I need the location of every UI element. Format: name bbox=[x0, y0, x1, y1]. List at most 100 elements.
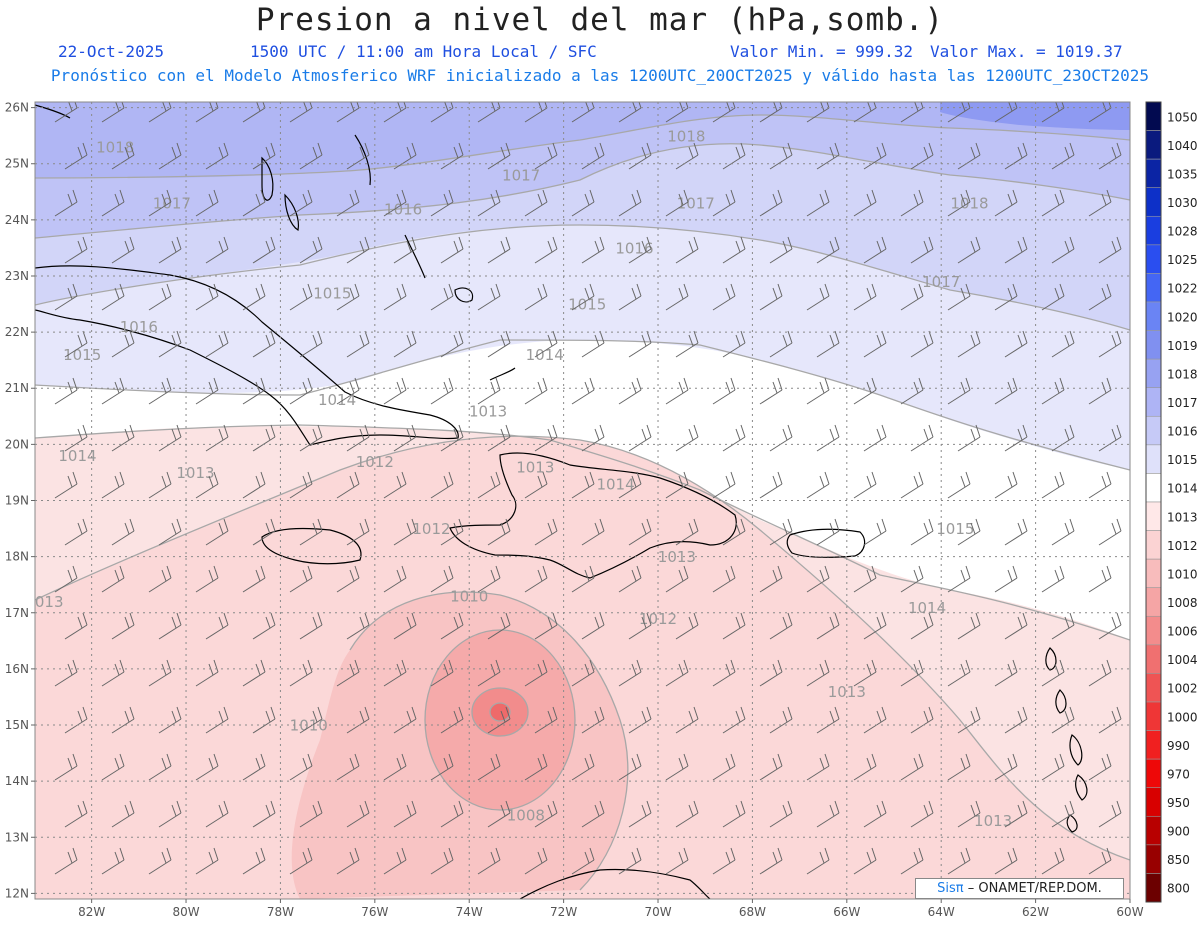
chart-title: Presion a nivel del mar (hPa,somb.) bbox=[255, 2, 945, 38]
wind-barb bbox=[571, 102, 595, 123]
wind-barb bbox=[299, 612, 323, 640]
wind-barb bbox=[910, 800, 934, 828]
wind-barb bbox=[336, 847, 360, 875]
wind-barb bbox=[863, 142, 887, 170]
wind-barb bbox=[242, 753, 266, 781]
lat-label: 26N bbox=[5, 101, 29, 115]
wind-barb bbox=[863, 612, 887, 640]
wind-barb bbox=[477, 659, 501, 687]
inagua bbox=[454, 287, 474, 303]
wind-barb bbox=[759, 659, 783, 687]
wind-barb bbox=[158, 706, 182, 734]
wind-barb bbox=[947, 659, 971, 687]
wind-barb bbox=[242, 565, 266, 593]
colorbar-label: 1030 bbox=[1167, 196, 1198, 210]
wind-barb bbox=[947, 102, 971, 123]
wind-barb bbox=[628, 612, 652, 640]
wind-barb bbox=[440, 518, 464, 546]
wind-barb bbox=[393, 142, 417, 170]
wind-barb bbox=[1041, 565, 1065, 593]
wind-barb bbox=[1088, 189, 1112, 217]
colorbar-label: 900 bbox=[1167, 825, 1190, 839]
wind-barb bbox=[1004, 518, 1028, 546]
wind-barb bbox=[1041, 753, 1065, 781]
wind-barb bbox=[1088, 847, 1112, 875]
wind-barb bbox=[675, 142, 699, 170]
colorbar-swatch bbox=[1145, 387, 1162, 417]
wind-barb bbox=[346, 800, 370, 828]
wind-barbs bbox=[54, 102, 1122, 875]
wind-barb bbox=[581, 518, 605, 546]
wind-barb bbox=[54, 847, 78, 875]
wind-barb bbox=[769, 330, 793, 358]
wind-barb bbox=[853, 102, 877, 123]
wind-barb bbox=[346, 706, 370, 734]
wind-barb bbox=[477, 377, 501, 405]
wind-barb bbox=[148, 847, 172, 875]
wind-barb bbox=[712, 753, 736, 781]
wind-barb bbox=[722, 706, 746, 734]
wind-barb bbox=[571, 189, 595, 217]
wind-barb bbox=[64, 142, 88, 170]
wind-barb bbox=[618, 471, 642, 499]
colorbar-swatch bbox=[1145, 273, 1162, 303]
colorbar-swatch bbox=[1145, 358, 1162, 389]
colorbar-label: 1040 bbox=[1167, 139, 1198, 153]
lat-label: 23N bbox=[5, 269, 29, 283]
wind-barb bbox=[900, 753, 924, 781]
wind-barb bbox=[910, 236, 934, 264]
wind-barb bbox=[336, 753, 360, 781]
wind-barb bbox=[242, 847, 266, 875]
wind-barb bbox=[101, 753, 125, 781]
min-value: Valor Min. = 999.32 bbox=[730, 42, 914, 61]
wind-barb bbox=[816, 706, 840, 734]
wind-barb bbox=[101, 471, 125, 499]
isobar-label: 1012 bbox=[356, 453, 394, 471]
wind-barb bbox=[947, 189, 971, 217]
wind-barb bbox=[712, 377, 736, 405]
wind-barb bbox=[54, 377, 78, 405]
wind-barb bbox=[1041, 102, 1065, 123]
wind-barb bbox=[524, 847, 548, 875]
wind-barb bbox=[618, 753, 642, 781]
lon-label: 60W bbox=[1116, 905, 1143, 919]
isobar-label: 1015 bbox=[936, 520, 974, 538]
wind-barb bbox=[54, 659, 78, 687]
wind-barb bbox=[148, 565, 172, 593]
colorbar-label: 1017 bbox=[1167, 396, 1198, 410]
wind-barb bbox=[571, 565, 595, 593]
colorbar-label: 1010 bbox=[1167, 567, 1198, 581]
isobar-label: 1014 bbox=[58, 447, 96, 465]
wind-barb bbox=[393, 330, 417, 358]
colorbar-label: 1050 bbox=[1167, 110, 1198, 124]
wind-barb bbox=[252, 800, 276, 828]
wind-barb bbox=[299, 706, 323, 734]
wind-barb bbox=[1088, 283, 1112, 311]
wind-barb bbox=[393, 424, 417, 452]
wind-barb bbox=[769, 800, 793, 828]
jamaica-coast bbox=[261, 527, 362, 565]
colorbar-label: 970 bbox=[1167, 767, 1190, 781]
wind-barb bbox=[440, 612, 464, 640]
colorbar-swatch bbox=[1145, 844, 1162, 874]
wind-barb bbox=[289, 102, 313, 123]
wind-barb bbox=[910, 424, 934, 452]
wind-barb bbox=[994, 102, 1018, 123]
wind-barb bbox=[957, 424, 981, 452]
isobar-label: 1018 bbox=[96, 139, 134, 157]
wind-barb bbox=[487, 236, 511, 264]
wind-barb bbox=[158, 330, 182, 358]
wind-barb bbox=[1041, 471, 1065, 499]
wind-barb bbox=[148, 102, 172, 123]
lon-label: 64W bbox=[928, 905, 955, 919]
wind-barb bbox=[64, 330, 88, 358]
wind-barb bbox=[336, 471, 360, 499]
wind-barb bbox=[853, 189, 877, 217]
wind-barb bbox=[1051, 800, 1075, 828]
colorbar-label: 1035 bbox=[1167, 167, 1198, 181]
wind-barb bbox=[957, 612, 981, 640]
wind-barb bbox=[205, 330, 229, 358]
wind-barb bbox=[665, 565, 689, 593]
isobar-label: 1016 bbox=[615, 240, 653, 258]
isobar-label: 1015 bbox=[568, 296, 606, 314]
